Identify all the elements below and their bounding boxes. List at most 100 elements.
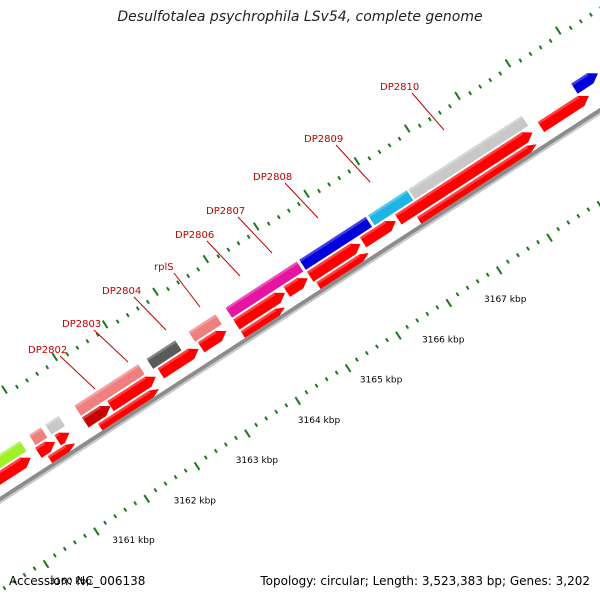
outer-tick-mark: [403, 124, 411, 133]
outer-tick-mark: [115, 319, 120, 324]
outer-tick-mark: [101, 320, 109, 329]
outer-tick-mark: [538, 45, 543, 50]
inner-tick-mark: [395, 331, 402, 340]
kbp-label: 3160 kbp: [49, 577, 92, 587]
outer-tick-mark: [468, 90, 473, 96]
outer-tick-mark: [588, 12, 593, 17]
cog-feature-dp2803-highlight: [93, 364, 140, 396]
cog-feature-right-blue-highlight: [571, 73, 589, 86]
inner-tick-mark: [163, 481, 168, 486]
inner-tick-mark: [495, 265, 503, 275]
inner-tick-mark: [62, 546, 67, 552]
gene-leader-line: [173, 272, 201, 308]
outer-tick-mark: [145, 299, 150, 305]
cds-arrow-10: [306, 243, 361, 282]
outer-tick-mark: [427, 116, 432, 122]
cds-arrow-1-highlight: [0, 457, 22, 474]
inner-tick-mark: [546, 233, 553, 242]
outer-tick-mark: [286, 208, 291, 213]
outer-tick-mark: [35, 371, 40, 377]
cds-arrow-2-highlight: [35, 441, 46, 450]
inner-tick-mark: [12, 579, 17, 584]
inner-tick-mark: [193, 461, 201, 471]
outer-tick-mark: [387, 143, 392, 148]
inner-tick-mark: [234, 435, 238, 441]
cog-feature-dp2808: [299, 216, 373, 270]
outer-tick-mark: [216, 254, 221, 259]
inner-tick-mark: [455, 292, 460, 297]
inner-tick-mark: [274, 409, 279, 415]
inner-tick-mark: [314, 383, 319, 388]
cds-arrow-6-highlight: [157, 348, 190, 371]
orf-arrow-4-highlight: [240, 308, 277, 334]
orf-arrow-6: [416, 144, 537, 224]
outer-tick-mark: [252, 222, 260, 231]
inner-tick-mark: [445, 298, 453, 308]
inner-tick-mark: [22, 572, 27, 578]
outer-tick-mark: [186, 273, 191, 279]
inner-tick-mark: [385, 337, 389, 343]
gene-label: rplS: [154, 262, 174, 273]
gene-leader-line: [335, 144, 371, 183]
kbp-label: 3167 kbp: [484, 295, 527, 305]
kbp-label: 3166 kbp: [422, 335, 465, 345]
gene-label: DP2809: [304, 134, 343, 145]
gene-label: DP2802: [28, 345, 67, 356]
gene-label: DP2804: [102, 286, 141, 297]
orf-arrow-3: [98, 389, 159, 431]
gene-leader-line: [133, 296, 167, 331]
inner-tick-mark: [566, 220, 571, 225]
outer-tick-mark: [448, 103, 452, 109]
cog-feature-dp2802-highlight: [74, 393, 96, 408]
inner-tick-mark: [576, 213, 581, 219]
orf-arrow-2-highlight: [47, 444, 67, 459]
cds-arrow-5-highlight: [107, 376, 147, 404]
inner-tick-mark: [354, 357, 359, 362]
cog-feature-gray-highlight: [45, 416, 60, 427]
inner-tick-mark: [324, 376, 329, 382]
cds-arrow-4-highlight: [82, 406, 101, 420]
outer-tick-mark: [568, 25, 573, 31]
cog-feature-dp2810-highlight: [408, 115, 523, 192]
inner-tick-mark: [364, 350, 369, 356]
outer-tick-mark: [152, 287, 159, 297]
outer-tick-mark: [548, 38, 553, 44]
cds-arrow-8: [233, 292, 285, 330]
outer-tick-mark: [1, 385, 8, 394]
cog-feature-dp2803: [93, 364, 145, 404]
inner-tick-mark: [516, 252, 520, 258]
cog-feature-dp2809: [368, 190, 414, 226]
cds-arrow-2: [35, 441, 56, 458]
cog-feature-dp2806: [225, 261, 304, 318]
orf-arrow-4: [240, 307, 285, 338]
gene-label: DP2806: [175, 230, 214, 241]
cog-feature-rpls: [188, 314, 222, 342]
outer-tick-mark: [578, 19, 583, 24]
inner-tick-mark: [103, 520, 108, 526]
inner-tick-mark: [475, 279, 480, 284]
outer-tick-mark: [488, 77, 493, 83]
outer-tick-mark: [95, 332, 100, 337]
outer-tick-mark: [125, 312, 130, 318]
cog-feature-dp2808-highlight: [299, 216, 367, 262]
inner-tick-mark: [415, 318, 420, 323]
inner-tick-mark: [294, 396, 302, 406]
inner-tick-mark: [485, 272, 490, 277]
orf-arrow-6-highlight: [416, 145, 529, 220]
cds-arrow-12: [395, 132, 533, 225]
cds-arrow-11: [359, 221, 396, 248]
cog-feature-gray: [45, 416, 65, 435]
outer-tick-mark: [303, 189, 310, 199]
inner-tick-mark: [32, 566, 37, 571]
inner-tick-mark: [254, 422, 259, 428]
cds-arrow-9: [283, 278, 308, 297]
cds-arrow-3: [54, 432, 70, 446]
outer-tick-mark: [196, 267, 201, 272]
orf-arrow-5-highlight: [316, 254, 361, 285]
cds-arrow-1: [0, 457, 31, 485]
outer-tick-mark: [554, 26, 562, 35]
inner-tick-mark: [405, 324, 410, 330]
cog-feature-dp2809-highlight: [368, 190, 409, 218]
